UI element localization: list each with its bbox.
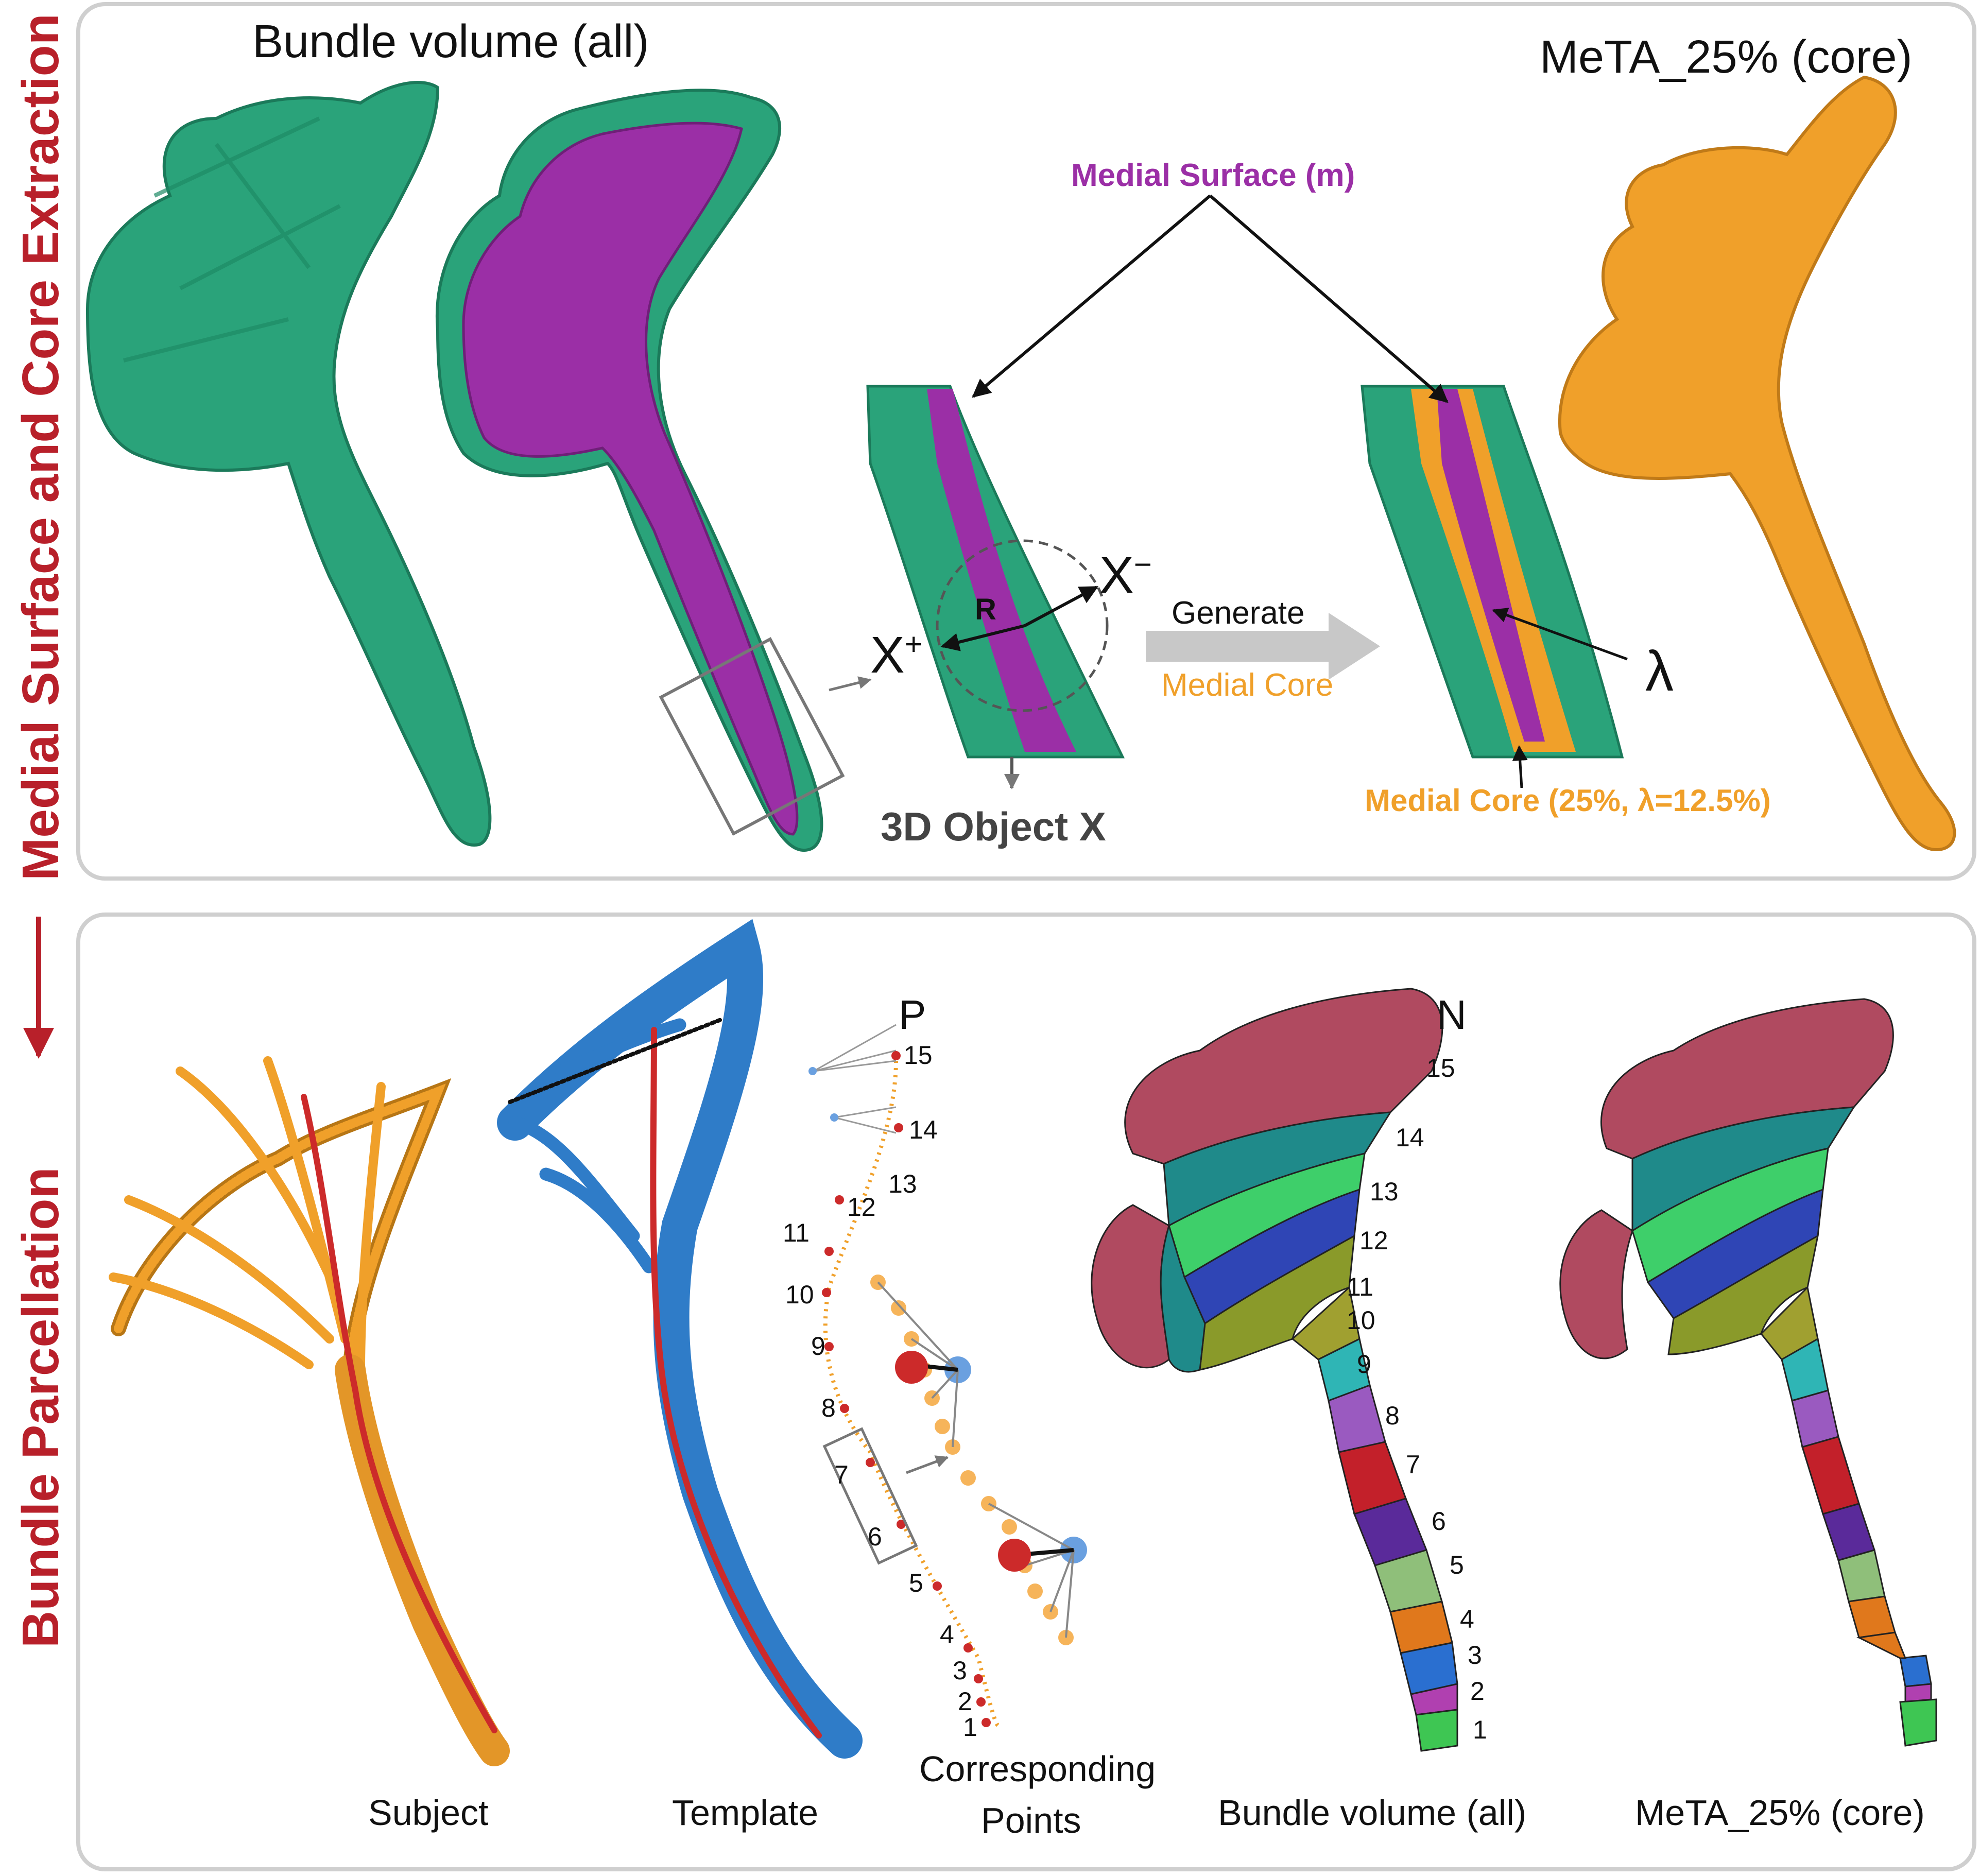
bv-num-6: 6	[1432, 1507, 1446, 1536]
label-medial-surface: Medial Surface (m)	[1071, 158, 1355, 193]
bv-num-7: 7	[1406, 1450, 1420, 1479]
corresponding-points	[808, 1024, 1087, 1728]
cp-num-6: 6	[868, 1522, 882, 1551]
caption-corresponding-line1: Corresponding	[919, 1749, 1156, 1789]
cp-num-15: 15	[904, 1041, 933, 1070]
label-medial-core: Medial Core	[1161, 667, 1334, 703]
cp-num-10: 10	[785, 1280, 814, 1309]
label-p: P	[899, 992, 926, 1038]
cp-num-14: 14	[909, 1115, 938, 1144]
bundle-volume-green	[85, 81, 492, 847]
bv-num-14: 14	[1396, 1123, 1424, 1152]
bv-num-1: 1	[1473, 1715, 1487, 1744]
label-generate: Generate	[1172, 595, 1305, 631]
inset-rectangle	[659, 637, 872, 836]
title-bundle-volume: Bundle volume (all)	[252, 16, 649, 67]
cp-num-3: 3	[953, 1656, 967, 1685]
bv-num-3: 3	[1468, 1641, 1482, 1670]
subject-fibers	[109, 1056, 510, 1766]
cp-num-8: 8	[821, 1393, 836, 1422]
label-3d-object-x: 3D Object X	[881, 804, 1106, 849]
caption-corresponding-line2: Points	[981, 1800, 1081, 1840]
title-meta-core: MeTA_25% (core)	[1540, 31, 1913, 83]
label-medial-core-caption: Medial Core (25%, λ=12.5%)	[1365, 783, 1771, 818]
bv-num-15: 15	[1426, 1054, 1455, 1082]
cp-num-12: 12	[847, 1193, 876, 1221]
bv-num-12: 12	[1359, 1226, 1388, 1255]
x-minus-sup: −	[1133, 547, 1152, 582]
bv-num-8: 8	[1385, 1401, 1400, 1430]
zoomed-medial-core	[1361, 385, 1628, 788]
cp-num-4: 4	[940, 1620, 954, 1649]
cp-num-13: 13	[888, 1169, 917, 1198]
x-minus-base: X	[1099, 546, 1134, 604]
bv-num-2: 2	[1470, 1677, 1485, 1706]
label-x-minus: X−	[1099, 546, 1152, 605]
core-volume-orange	[1558, 75, 1956, 852]
cp-num-1: 1	[963, 1713, 977, 1742]
bv-num-13: 13	[1370, 1177, 1399, 1206]
bv-num-9: 9	[1357, 1350, 1371, 1379]
generate-arrow	[1146, 613, 1380, 680]
cp-num-2: 2	[958, 1687, 972, 1716]
cp-num-11: 11	[783, 1218, 810, 1247]
caption-bundle-volume: Bundle volume (all)	[1218, 1793, 1527, 1833]
bv-num-10: 10	[1347, 1306, 1375, 1335]
label-n: N	[1437, 992, 1467, 1038]
template-fibers	[497, 919, 863, 1759]
x-plus-sup: +	[904, 627, 923, 662]
caption-subject: Subject	[368, 1793, 489, 1833]
zoomed-object-x	[866, 385, 1125, 789]
caption-meta-core: MeTA_25% (core)	[1635, 1793, 1925, 1833]
label-lambda: λ	[1645, 640, 1674, 703]
label-x-plus: X+	[870, 626, 923, 685]
parcellated-bundle-volume	[1091, 988, 1458, 1752]
x-plus-base: X	[870, 626, 905, 684]
cp-num-7: 7	[834, 1460, 849, 1489]
bundle-with-medial-surface	[435, 89, 823, 852]
cp-num-9: 9	[811, 1332, 825, 1361]
bv-num-11: 11	[1347, 1272, 1373, 1301]
cp-num-5: 5	[909, 1569, 923, 1597]
parcellated-core-volume	[1559, 998, 1937, 1747]
bv-num-5: 5	[1450, 1551, 1464, 1579]
label-r: R	[975, 593, 996, 626]
bv-num-4: 4	[1460, 1605, 1474, 1633]
caption-template: Template	[672, 1793, 819, 1833]
